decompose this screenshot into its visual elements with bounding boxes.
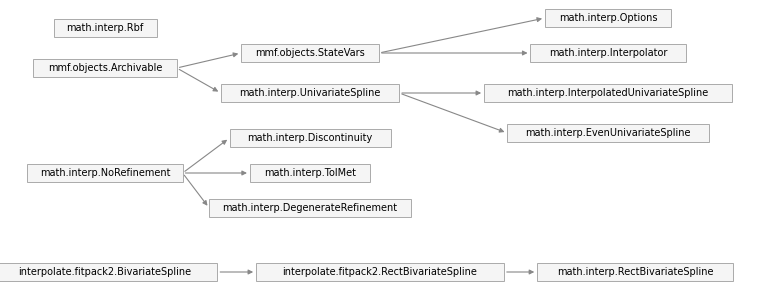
Text: math.interp.UnivariateSpline: math.interp.UnivariateSpline xyxy=(240,88,381,98)
FancyBboxPatch shape xyxy=(241,44,379,62)
Text: math.interp.Rbf: math.interp.Rbf xyxy=(66,23,144,33)
FancyBboxPatch shape xyxy=(507,124,709,142)
FancyBboxPatch shape xyxy=(221,84,399,102)
FancyBboxPatch shape xyxy=(484,84,732,102)
FancyBboxPatch shape xyxy=(33,59,177,77)
FancyBboxPatch shape xyxy=(531,44,686,62)
Text: mmf.objects.Archivable: mmf.objects.Archivable xyxy=(48,63,162,73)
FancyBboxPatch shape xyxy=(209,199,411,217)
Text: math.interp.Options: math.interp.Options xyxy=(559,13,657,23)
Text: math.interp.Interpolator: math.interp.Interpolator xyxy=(549,48,667,58)
Text: math.interp.NoRefinement: math.interp.NoRefinement xyxy=(40,168,170,178)
FancyBboxPatch shape xyxy=(250,164,370,182)
Text: math.interp.TolMet: math.interp.TolMet xyxy=(264,168,356,178)
FancyBboxPatch shape xyxy=(256,263,504,281)
FancyBboxPatch shape xyxy=(28,164,183,182)
Text: math.interp.DegenerateRefinement: math.interp.DegenerateRefinement xyxy=(223,203,398,213)
Text: interpolate.fitpack2.RectBivariateSpline: interpolate.fitpack2.RectBivariateSpline xyxy=(283,267,478,277)
FancyBboxPatch shape xyxy=(54,19,157,37)
Text: interpolate.fitpack2.BivariateSpline: interpolate.fitpack2.BivariateSpline xyxy=(18,267,191,277)
Text: mmf.objects.StateVars: mmf.objects.StateVars xyxy=(255,48,365,58)
FancyBboxPatch shape xyxy=(230,129,390,147)
Text: math.interp.Discontinuity: math.interp.Discontinuity xyxy=(247,133,372,143)
FancyBboxPatch shape xyxy=(545,9,671,27)
FancyBboxPatch shape xyxy=(537,263,733,281)
Text: math.interp.EvenUnivariateSpline: math.interp.EvenUnivariateSpline xyxy=(525,128,690,138)
Text: math.interp.InterpolatedUnivariateSpline: math.interp.InterpolatedUnivariateSpline xyxy=(508,88,709,98)
FancyBboxPatch shape xyxy=(0,263,217,281)
Text: math.interp.RectBivariateSpline: math.interp.RectBivariateSpline xyxy=(557,267,713,277)
